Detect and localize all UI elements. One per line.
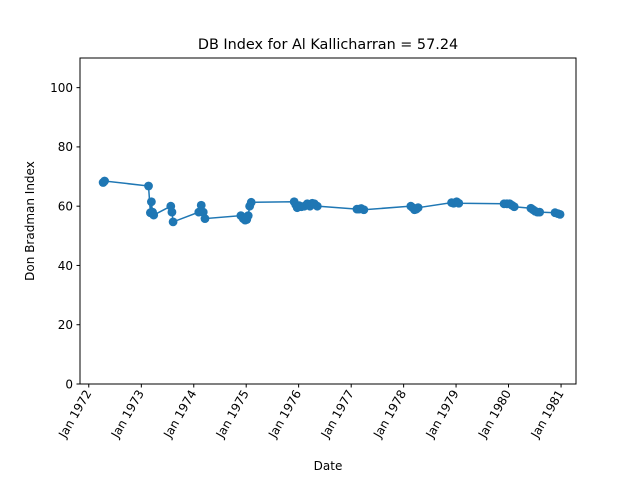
y-tick-label: 80 bbox=[58, 140, 73, 154]
y-axis: 0 20 40 60 80 100 bbox=[50, 81, 80, 391]
chart-title: DB Index for Al Kallicharran = 57.24 bbox=[198, 37, 458, 53]
y-tick-label: 40 bbox=[58, 259, 73, 273]
data-point bbox=[167, 207, 177, 217]
y-tick-label: 100 bbox=[50, 81, 73, 95]
data-point bbox=[146, 197, 156, 207]
y-tick-label: 20 bbox=[58, 318, 73, 332]
data-point bbox=[359, 205, 369, 215]
data-point bbox=[144, 181, 153, 191]
y-axis-label: Don Bradman Index bbox=[23, 161, 37, 281]
data-point bbox=[454, 198, 464, 208]
data-point bbox=[168, 217, 178, 227]
series-layer bbox=[98, 176, 565, 227]
data-point bbox=[509, 202, 519, 212]
data-point bbox=[100, 176, 109, 186]
y-tick-label: 0 bbox=[65, 377, 73, 391]
data-point bbox=[312, 201, 322, 211]
y-tick-label: 60 bbox=[58, 199, 73, 213]
plot-frame bbox=[79, 57, 577, 385]
data-point bbox=[243, 211, 253, 221]
data-point bbox=[149, 210, 159, 220]
data-point bbox=[413, 203, 423, 213]
data-point bbox=[535, 207, 545, 217]
data-point bbox=[246, 197, 256, 207]
x-axis-label: Date bbox=[314, 459, 343, 473]
data-point bbox=[200, 214, 210, 224]
data-point bbox=[196, 200, 206, 210]
data-point bbox=[555, 209, 565, 219]
plot-area bbox=[79, 57, 577, 385]
